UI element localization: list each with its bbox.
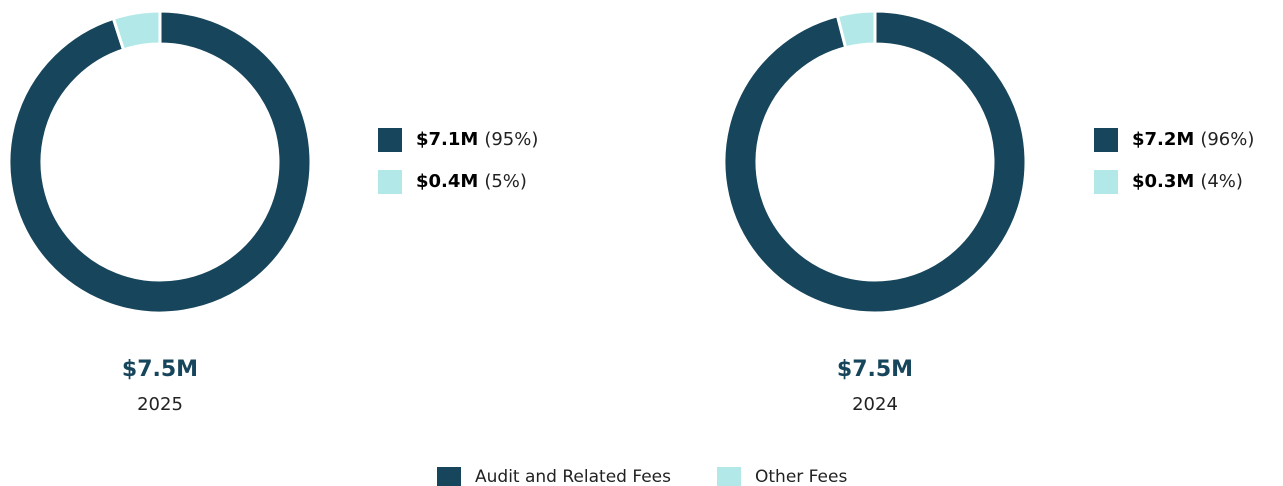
amount-label: $0.3M xyxy=(1132,171,1194,192)
total-label: $7.5M xyxy=(837,357,913,382)
legend-swatch xyxy=(378,170,402,194)
legend-swatch xyxy=(1094,170,1118,194)
percent-label: (4%) xyxy=(1200,171,1243,192)
year-label: 2024 xyxy=(852,394,898,415)
legend-swatch xyxy=(437,467,461,486)
legend-label: $0.4M (5%) xyxy=(416,171,527,192)
legend-swatch xyxy=(1094,128,1118,152)
percent-label: (96%) xyxy=(1200,129,1254,150)
percent-label: (5%) xyxy=(484,171,527,192)
donut-segment xyxy=(111,9,162,52)
amount-label: $7.1M xyxy=(416,129,478,150)
legend-swatch xyxy=(717,467,741,486)
year-label: 2025 xyxy=(137,394,183,415)
legend-swatch xyxy=(378,128,402,152)
legend-label: $0.3M (4%) xyxy=(1132,171,1243,192)
donut-segment xyxy=(7,9,313,315)
legend-label: $7.1M (95%) xyxy=(416,129,538,150)
legend-label: Audit and Related Fees xyxy=(475,467,671,486)
percent-label: (95%) xyxy=(484,129,538,150)
legend-label: $7.2M (96%) xyxy=(1132,129,1254,150)
amount-label: $7.2M xyxy=(1132,129,1194,150)
donut-segment xyxy=(835,9,877,50)
total-label: $7.5M xyxy=(122,357,198,382)
amount-label: $0.4M xyxy=(416,171,478,192)
legend-label: Other Fees xyxy=(755,467,847,486)
donut-segment xyxy=(722,9,1028,315)
